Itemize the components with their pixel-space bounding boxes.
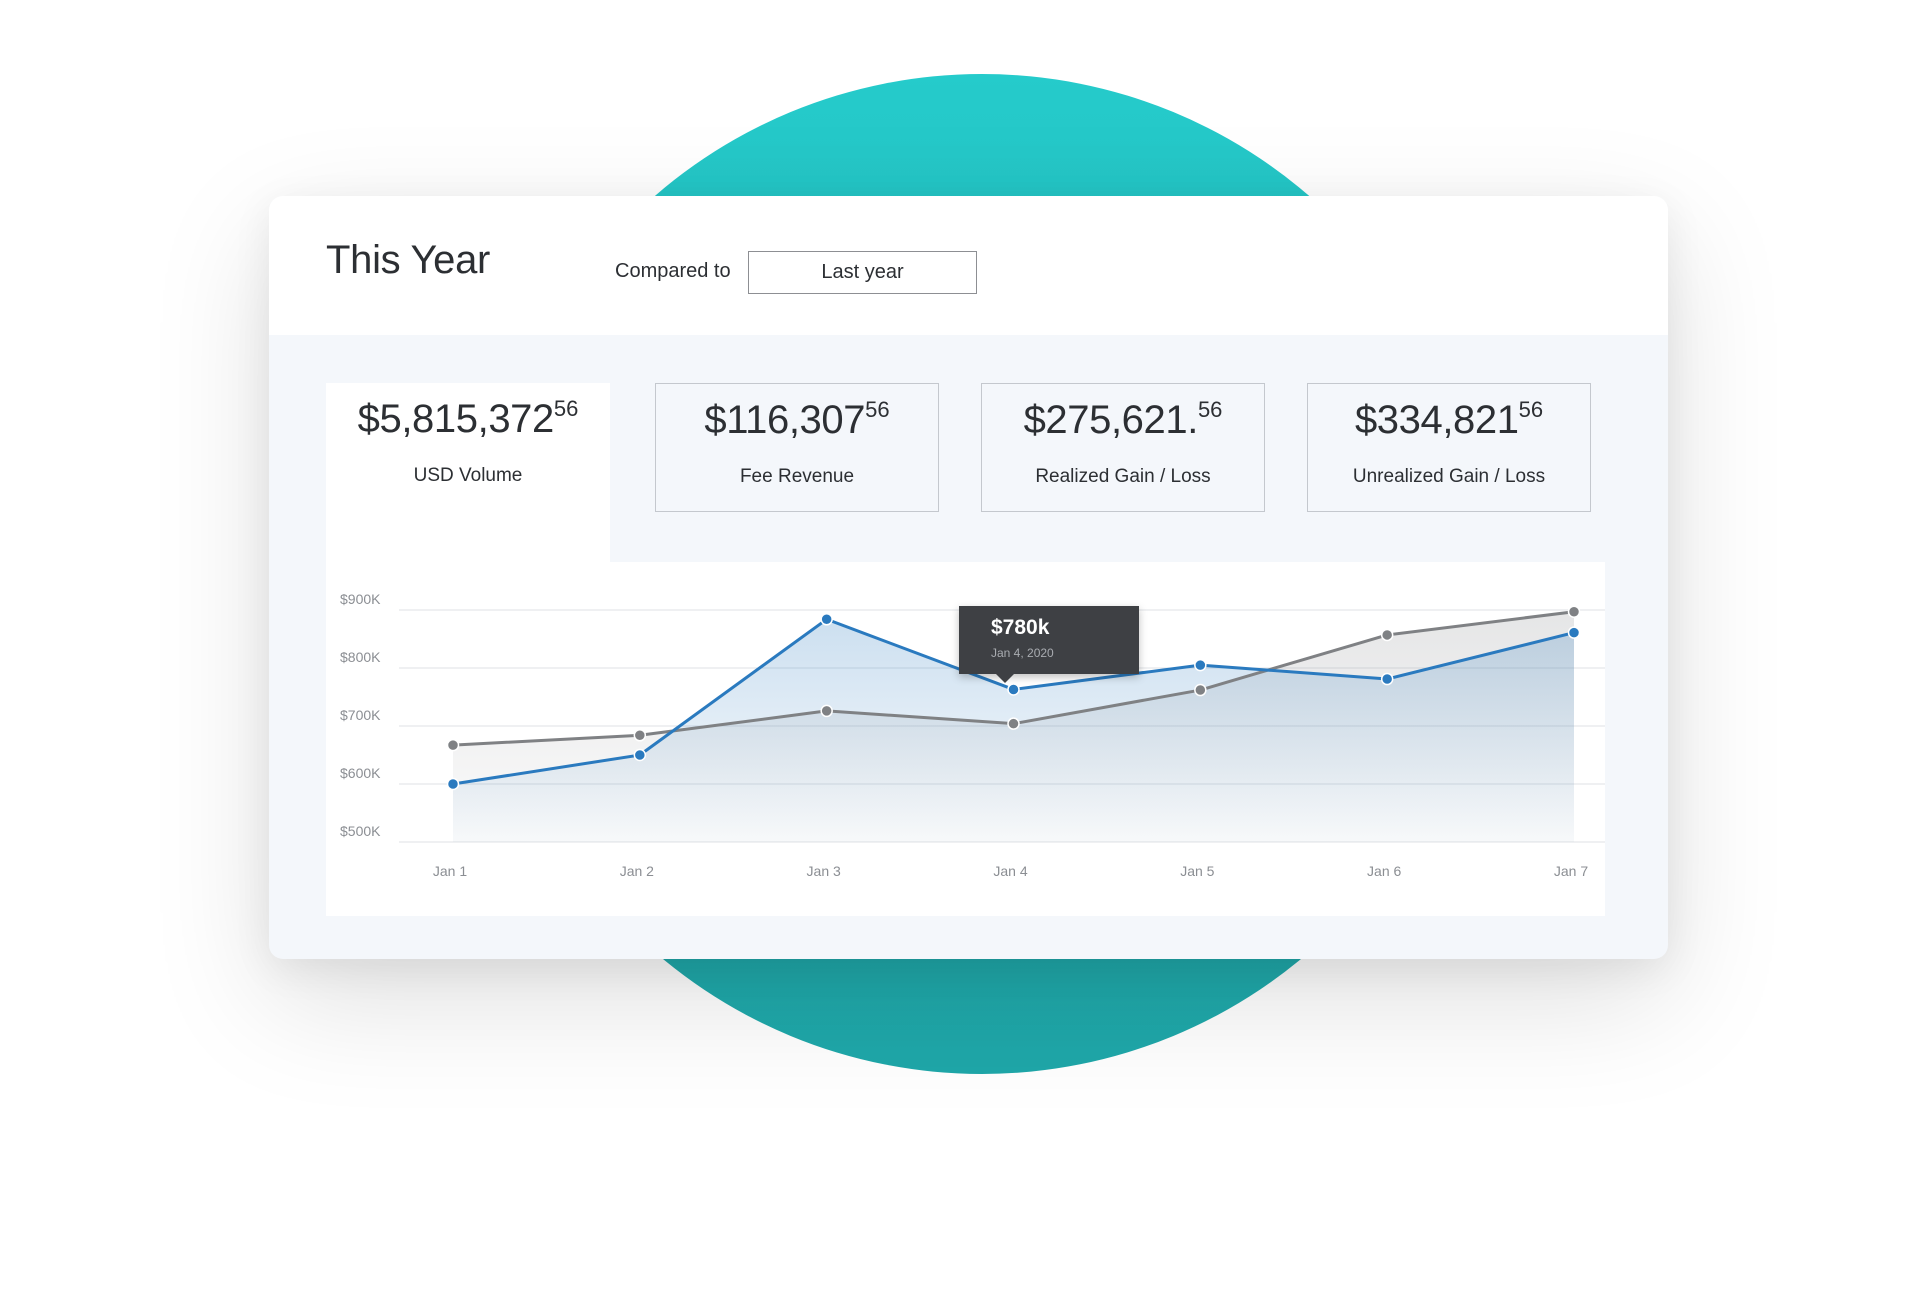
metric-label: Realized Gain / Loss	[1035, 466, 1211, 487]
this_year-point	[1007, 683, 1020, 696]
this_year-point	[1567, 626, 1581, 639]
this_year-point	[1380, 672, 1394, 686]
metric-tile-usd-volume[interactable]: $5,815,37256 USD Volume	[326, 383, 610, 563]
metric-value: $116,30756	[704, 396, 890, 442]
y-tick-label: $900K	[340, 591, 381, 607]
x-tick-label: Jan 1	[433, 863, 467, 879]
this_year-area	[453, 619, 1574, 842]
compare-period-select[interactable]: Last year	[748, 251, 977, 294]
line-chart-svg: $900K $800K $700K $600K $500K Jan 1 Jan 2 Jan 3…	[340, 591, 1605, 879]
compare-label: Compared to	[615, 260, 731, 282]
tooltip-value: $780k	[991, 616, 1050, 639]
y-tick-label: $600K	[340, 765, 381, 781]
y-tick-label: $800K	[340, 649, 381, 665]
y-tick-label: $500K	[340, 823, 381, 839]
metric-cents: 56	[865, 396, 890, 422]
this_year-point	[1194, 658, 1207, 672]
metric-label: USD Volume	[413, 465, 523, 486]
y-tick-label: $700K	[340, 707, 381, 723]
compare-period-value: Last year	[821, 261, 904, 283]
page-title: This Year	[326, 238, 491, 282]
metric-label: Fee Revenue	[739, 466, 855, 487]
last_year-point	[446, 738, 460, 752]
tooltip-date: Jan 4, 2020	[991, 646, 1054, 660]
metric-cents: 56	[1197, 396, 1223, 422]
x-tick-label: Jan 7	[1554, 863, 1588, 879]
chart-tooltip: $780k Jan 4, 2020	[959, 606, 1139, 683]
last_year-point	[633, 729, 647, 742]
metric-value: $334,82156	[1354, 396, 1544, 442]
card-header: This Year Compared to Last year	[269, 196, 1668, 335]
last_year-point	[1380, 628, 1394, 642]
metric-label: Unrealized Gain / Loss	[1352, 466, 1546, 487]
last_year-point	[1194, 683, 1207, 697]
metric-cents: 56	[1518, 396, 1544, 422]
metric-tile-fee-revenue[interactable]: $116,30756 Fee Revenue	[655, 383, 939, 512]
dashboard-card: This Year Compared to Last year $5,815,3…	[269, 196, 1668, 959]
x-tick-label: Jan 3	[807, 863, 841, 879]
metric-tile-unrealized-gain-loss[interactable]: $334,82156 Unrealized Gain / Loss	[1307, 383, 1591, 512]
x-tick-label: Jan 6	[1367, 863, 1401, 879]
metric-cents: 56	[553, 395, 579, 421]
tooltip-arrow	[996, 674, 1014, 683]
this_year-point	[633, 748, 647, 762]
this_year-point	[820, 613, 833, 626]
this_year-point	[446, 777, 460, 791]
last_year-point	[1567, 605, 1581, 618]
metric-tile-realized-gain-loss[interactable]: $275,621.56 Realized Gain / Loss	[981, 383, 1265, 512]
x-tick-label: Jan 4	[993, 863, 1027, 879]
last_year-point	[1007, 717, 1020, 730]
x-tick-label: Jan 2	[620, 863, 654, 879]
metric-value: $275,621.56	[1023, 396, 1223, 442]
x-tick-label: Jan 5	[1180, 863, 1214, 879]
metric-value: $5,815,37256	[357, 395, 579, 441]
last_year-point	[820, 704, 833, 718]
